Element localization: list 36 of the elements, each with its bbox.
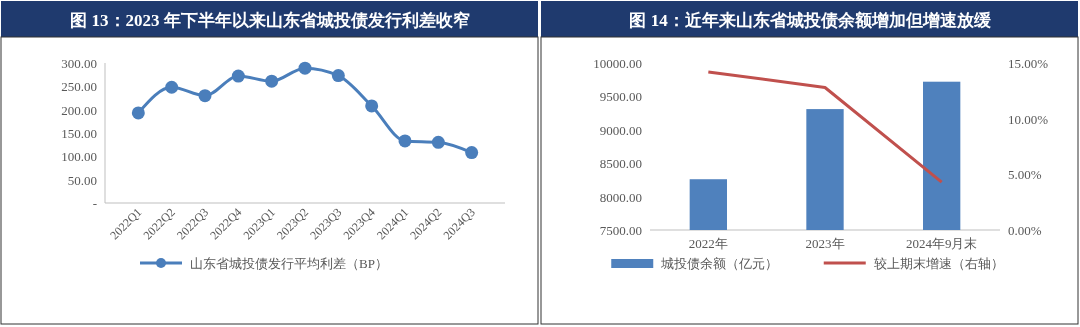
y-tick-label: 250.00 xyxy=(61,79,97,95)
y-tick-label: - xyxy=(92,196,97,211)
point xyxy=(231,69,245,83)
y-tick-label: 200.00 xyxy=(61,102,97,118)
chart-title: 图 13：2023 年下半年以来山东省城投债发行利差收窄 xyxy=(70,11,470,30)
x-tick-label: 2024年9月末 xyxy=(905,236,978,251)
y-tick-label: 8000.00 xyxy=(599,189,642,205)
x-tick-label: 2023年 xyxy=(805,236,845,251)
y-tick-label: 300.00 xyxy=(61,56,97,71)
legend-label: 较上期末增速（右轴） xyxy=(873,256,1004,271)
y-tick-label: 9000.00 xyxy=(599,122,642,138)
point xyxy=(465,146,479,160)
y-tick-label: 7500.00 xyxy=(599,223,642,238)
point xyxy=(198,89,212,103)
y2-tick-label: 15.00% xyxy=(1008,56,1049,71)
y2-tick-label: 5.00% xyxy=(1008,167,1042,183)
point xyxy=(298,61,312,75)
y-tick-label: 100.00 xyxy=(61,149,97,165)
point xyxy=(398,134,412,148)
point xyxy=(431,135,445,149)
y-tick-label: 50.00 xyxy=(67,172,97,188)
y2-tick-label: 0.00% xyxy=(1008,223,1042,238)
y-tick-label: 150.00 xyxy=(61,126,97,141)
point xyxy=(131,106,145,120)
legend-label: 城投债余额（亿元） xyxy=(660,256,779,271)
y-tick-label: 8500.00 xyxy=(599,156,642,172)
y-tick-label: 9500.00 xyxy=(599,89,642,105)
point xyxy=(265,74,279,88)
x-tick-label: 2022年 xyxy=(688,236,728,251)
y-tick-label: 10000.00 xyxy=(593,56,642,71)
point xyxy=(331,69,345,83)
legend-label: 山东省城投债发行平均利差（BP） xyxy=(190,256,388,271)
point xyxy=(165,80,179,94)
y2-tick-label: 10.00% xyxy=(1008,111,1049,127)
chart-title: 图 14：近年来山东省城投债余额增加但增速放缓 xyxy=(629,11,992,30)
point xyxy=(365,99,379,113)
